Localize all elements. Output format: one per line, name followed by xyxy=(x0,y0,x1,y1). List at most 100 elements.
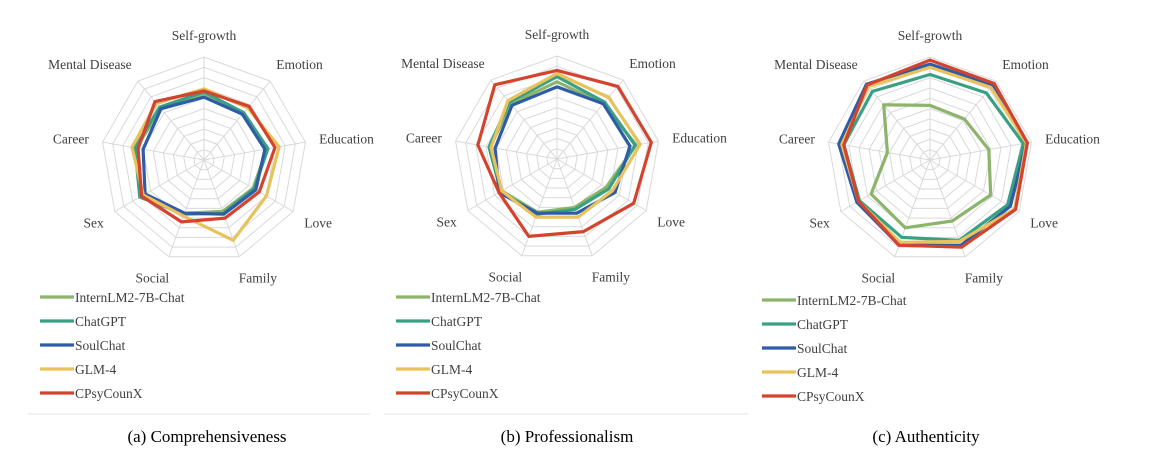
series-line-internlm2-7b-chat xyxy=(869,103,993,230)
legend-label-glm-4: GLM-4 xyxy=(75,362,116,377)
legend-label-cpsycounx: CPsyCounX xyxy=(797,389,865,404)
legend: InternLM2-7B-Chat ChatGPT SoulChat GLM-4 CPs… xyxy=(762,293,907,404)
axis-label-social: Social xyxy=(488,270,522,285)
radar-panel-professionalism: Self-growth Emotion Education Love Family Soc… xyxy=(384,27,748,446)
grid-spoke xyxy=(467,158,558,211)
panel-caption: (b) Professionalism xyxy=(501,427,634,446)
grid-spoke xyxy=(203,159,294,212)
grid-spoke xyxy=(929,80,997,161)
axis-label-love: Love xyxy=(657,215,685,230)
legend-label-internlm2-7b-chat: InternLM2-7B-Chat xyxy=(797,293,907,308)
grid-ring xyxy=(465,65,649,247)
series-line-soulchat xyxy=(141,95,267,216)
legend-label-soulchat: SoulChat xyxy=(797,341,848,356)
grid-ring xyxy=(515,117,599,199)
grid-ring xyxy=(183,138,225,180)
axis-label-mental-disease: Mental Disease xyxy=(774,57,858,72)
grid-spoke xyxy=(521,158,558,256)
axis-label-family: Family xyxy=(965,271,1004,286)
axis-label-education: Education xyxy=(672,130,727,145)
legend-label-internlm2-7b-chat: InternLM2-7B-Chat xyxy=(75,290,185,305)
grid-spoke xyxy=(556,158,647,211)
legend-label-chatgpt: ChatGPT xyxy=(797,317,849,332)
radar-panel-comprehensiveness: Self-growth Emotion Education Love Family Soc… xyxy=(28,28,374,446)
series-line-chatgpt xyxy=(842,72,1025,242)
axis-label-love: Love xyxy=(304,216,332,231)
grid-ring xyxy=(122,77,286,238)
axis-label-self-growth: Self-growth xyxy=(172,28,237,43)
grid-spoke xyxy=(455,140,558,160)
series-line-cpsycounx xyxy=(842,58,1030,249)
grid-ring xyxy=(162,118,246,200)
grid-spoke xyxy=(929,141,1032,161)
series-line-soulchat xyxy=(493,85,632,215)
axis-label-mental-disease: Mental Disease xyxy=(48,57,132,72)
axis-label-career: Career xyxy=(53,131,89,146)
axis-label-family: Family xyxy=(592,270,631,285)
grid-ring xyxy=(173,128,235,190)
grid-spoke xyxy=(863,80,931,161)
grid-ring xyxy=(858,87,1002,229)
panel-caption: (a) Comprehensiveness xyxy=(127,427,286,446)
grid-ring xyxy=(909,138,951,180)
axis-label-sex: Sex xyxy=(809,216,830,231)
grid-spoke xyxy=(137,80,205,161)
axis-label-self-growth: Self-growth xyxy=(525,27,590,42)
legend: InternLM2-7B-Chat ChatGPT SoulChat GLM-4 CPs… xyxy=(396,290,541,401)
grid-ring xyxy=(455,55,659,257)
legend-label-internlm2-7b-chat: InternLM2-7B-Chat xyxy=(431,290,541,305)
legend-label-glm-4: GLM-4 xyxy=(431,362,472,377)
legend-label-soulchat: SoulChat xyxy=(75,338,126,353)
grid-spoke xyxy=(929,159,1020,212)
axis-label-sex: Sex xyxy=(436,215,457,230)
panel-caption: (c) Authenticity xyxy=(872,427,980,446)
legend-label-cpsycounx: CPsyCounX xyxy=(431,386,499,401)
radar-panel-authenticity: Self-growth Emotion Education Love Family Soc… xyxy=(762,28,1100,446)
axis-label-mental-disease: Mental Disease xyxy=(401,56,485,71)
axis-label-family: Family xyxy=(239,271,278,286)
axis-label-emotion: Emotion xyxy=(1002,57,1049,72)
grid-spoke xyxy=(203,80,271,161)
legend-label-glm-4: GLM-4 xyxy=(797,365,838,380)
axis-label-career: Career xyxy=(406,130,442,145)
grid-ring xyxy=(899,128,961,190)
axis-label-career: Career xyxy=(779,131,815,146)
grid-ring xyxy=(526,127,588,189)
grid-spoke xyxy=(203,141,306,161)
grid-ring xyxy=(828,56,1032,258)
axis-label-self-growth: Self-growth xyxy=(898,28,963,43)
grid-spoke xyxy=(556,140,659,160)
legend-label-cpsycounx: CPsyCounX xyxy=(75,386,143,401)
grid-spoke xyxy=(114,159,205,212)
grid-ring xyxy=(546,148,568,170)
series-line-glm-4 xyxy=(489,71,642,219)
legend-label-soulchat: SoulChat xyxy=(431,338,482,353)
axis-label-emotion: Emotion xyxy=(629,56,676,71)
axis-label-sex: Sex xyxy=(83,216,104,231)
legend-label-chatgpt: ChatGPT xyxy=(75,314,127,329)
legend: InternLM2-7B-Chat ChatGPT SoulChat GLM-4 CPs… xyxy=(40,290,185,401)
grid-spoke xyxy=(556,79,624,160)
grid-ring xyxy=(505,106,609,208)
series-line-cpsycounx xyxy=(476,68,653,238)
radar-grid xyxy=(828,56,1032,258)
legend-label-chatgpt: ChatGPT xyxy=(431,314,483,329)
grid-ring xyxy=(919,149,941,171)
grid-spoke xyxy=(102,141,205,161)
axis-label-social: Social xyxy=(861,271,895,286)
grid-ring xyxy=(193,149,215,171)
axis-label-education: Education xyxy=(1045,131,1100,146)
grid-ring xyxy=(112,66,296,248)
grid-spoke xyxy=(168,159,205,257)
series-line-cpsycounx xyxy=(136,89,277,224)
axis-label-love: Love xyxy=(1030,216,1058,231)
grid-ring xyxy=(102,56,306,258)
axis-label-emotion: Emotion xyxy=(276,57,323,72)
grid-ring xyxy=(152,107,256,209)
axis-label-education: Education xyxy=(319,131,374,146)
grid-ring xyxy=(878,107,982,209)
grid-ring xyxy=(536,137,578,179)
grid-ring xyxy=(868,97,992,219)
axis-label-social: Social xyxy=(135,271,169,286)
